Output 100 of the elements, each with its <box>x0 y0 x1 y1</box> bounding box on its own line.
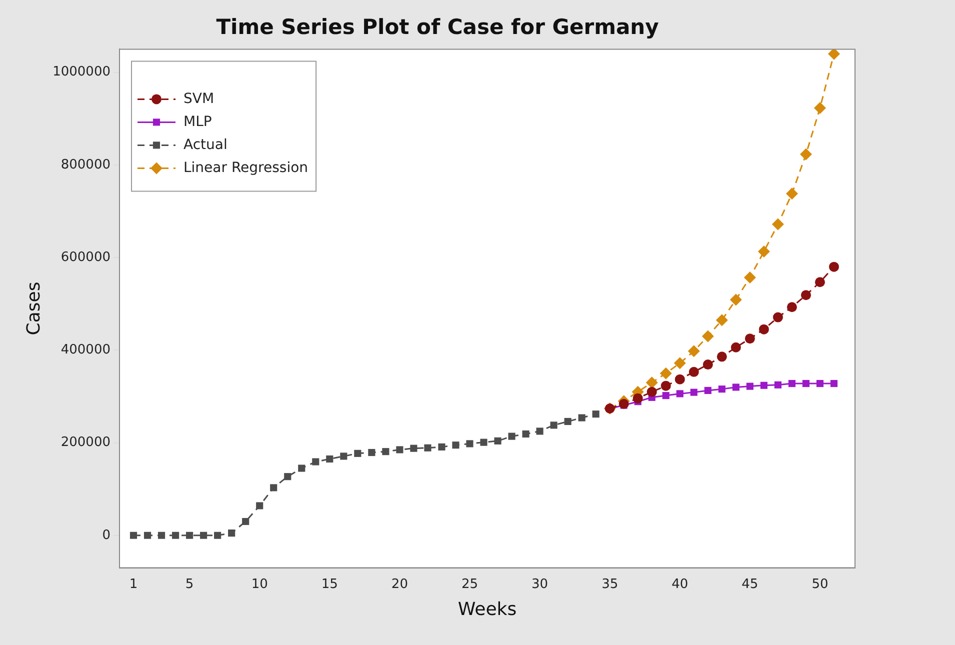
point <box>758 324 769 334</box>
x-tick-label: 5 <box>185 576 194 592</box>
x-tick-label: 40 <box>672 576 688 592</box>
x-tick-label: 50 <box>812 576 828 592</box>
point <box>200 532 208 539</box>
point <box>256 502 264 510</box>
point <box>508 432 516 440</box>
point <box>214 532 222 539</box>
point <box>802 380 810 388</box>
point <box>578 414 586 422</box>
point <box>758 246 770 258</box>
y-tick-label: 800000 <box>60 157 110 172</box>
x-tick-label: 10 <box>251 576 268 592</box>
point <box>702 360 713 370</box>
point <box>704 386 712 394</box>
point <box>730 294 742 306</box>
y-tick-label: 1000000 <box>52 64 110 80</box>
point <box>172 532 180 539</box>
point <box>438 443 446 450</box>
point <box>674 357 686 370</box>
point <box>632 393 643 404</box>
point <box>674 374 685 384</box>
point <box>816 380 824 388</box>
point <box>788 380 796 388</box>
point <box>424 444 432 452</box>
point <box>828 262 839 272</box>
y-tick-label: 600000 <box>60 250 110 265</box>
point <box>270 484 278 492</box>
legend-label: Linear Regression <box>183 160 308 176</box>
point <box>130 532 138 539</box>
point <box>730 342 741 352</box>
legend-label: Actual <box>183 136 228 153</box>
point <box>744 334 755 344</box>
point <box>830 380 838 388</box>
point <box>564 418 572 426</box>
point <box>702 330 714 342</box>
point <box>718 386 726 393</box>
legend-label: MLP <box>183 114 212 130</box>
point <box>646 386 657 397</box>
point <box>772 218 784 230</box>
point <box>716 314 728 326</box>
point <box>382 448 390 456</box>
point <box>298 464 306 472</box>
x-tick-label: 20 <box>391 576 408 592</box>
point <box>480 438 488 446</box>
point <box>396 446 404 454</box>
y-tick-label: 400000 <box>60 342 110 358</box>
point <box>158 532 166 539</box>
point <box>660 367 672 380</box>
point <box>800 290 811 300</box>
point <box>494 437 502 444</box>
x-tick-label: 35 <box>602 576 618 592</box>
point <box>284 473 292 480</box>
point <box>354 450 362 457</box>
chart-title: Time Series Plot of Case for Germany <box>216 15 660 40</box>
point <box>340 452 348 460</box>
point <box>312 458 320 466</box>
point <box>242 518 250 526</box>
x-axis-title: Weeks <box>458 598 517 620</box>
point <box>688 345 700 358</box>
point <box>814 277 825 288</box>
point <box>522 430 530 438</box>
point <box>690 388 698 396</box>
point <box>786 188 798 200</box>
point <box>688 366 699 377</box>
point <box>618 398 629 409</box>
point <box>646 376 658 389</box>
point <box>814 102 826 114</box>
x-tick-label: 45 <box>742 576 758 592</box>
point <box>186 532 194 539</box>
y-axis-title: Cases <box>23 282 44 336</box>
point <box>746 382 754 390</box>
point <box>744 271 756 284</box>
point <box>536 428 544 435</box>
point <box>660 380 671 391</box>
point <box>410 444 418 452</box>
point <box>368 448 376 456</box>
point <box>800 148 812 160</box>
point <box>662 392 670 400</box>
point <box>772 312 783 322</box>
x-tick-label: 15 <box>321 576 338 592</box>
point <box>760 382 768 389</box>
point <box>550 422 558 429</box>
x-tick-label: 30 <box>532 576 548 592</box>
point <box>716 352 727 362</box>
legend-label: SVM <box>183 90 214 107</box>
point <box>828 49 840 60</box>
point <box>228 530 236 537</box>
y-tick-label: 0 <box>102 528 110 543</box>
point <box>774 381 782 388</box>
point <box>732 384 740 391</box>
y-tick-label: 200000 <box>60 435 110 450</box>
point <box>144 532 152 539</box>
x-tick-label: 1 <box>129 576 138 592</box>
point <box>466 440 474 448</box>
point <box>592 410 600 418</box>
point <box>452 442 460 449</box>
x-tick-label: 25 <box>461 576 478 592</box>
point <box>676 390 684 398</box>
point <box>786 302 797 312</box>
